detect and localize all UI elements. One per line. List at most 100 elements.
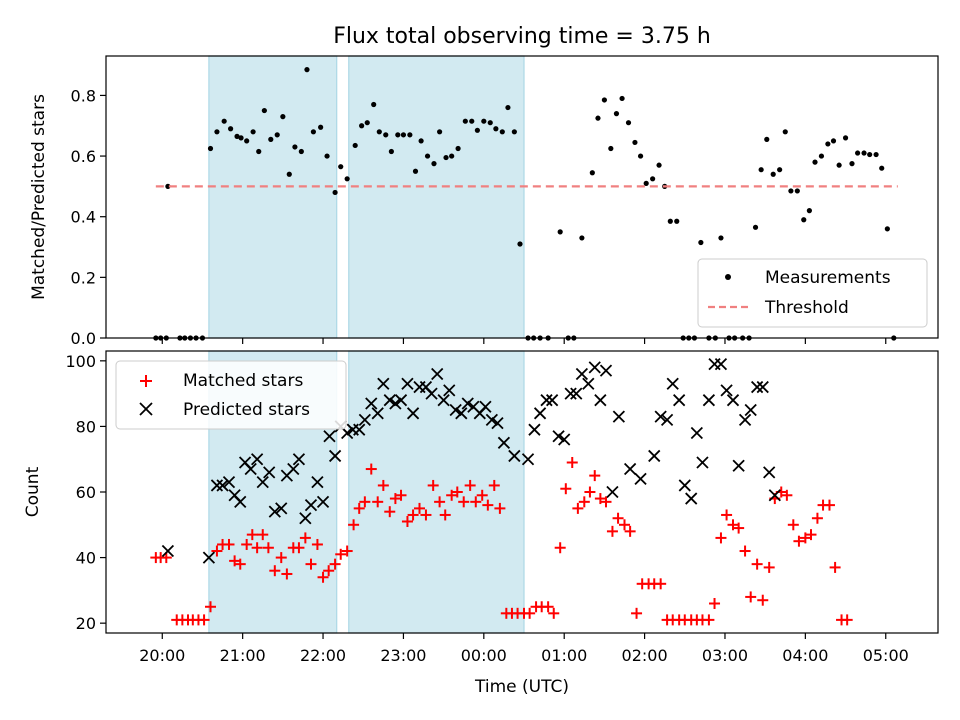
predicted-stars-point (449, 403, 462, 417)
matched-stars-point (384, 506, 396, 518)
predicted-stars-point (485, 413, 498, 426)
matched-stars-point (584, 486, 596, 498)
measurement-point (608, 145, 614, 152)
measurement-point (238, 135, 244, 141)
top-panel-x-ticks (161, 338, 887, 344)
matched-stars-point (715, 532, 727, 544)
predicted-stars-point (732, 459, 745, 472)
measurement-point (579, 235, 585, 241)
predicted-stars-point (431, 367, 444, 381)
measurement-point (619, 95, 625, 102)
predicted-stars-point (383, 394, 396, 407)
measurement-point (359, 123, 365, 129)
predicted-stars-point (558, 433, 571, 446)
matched-stars-point (727, 519, 739, 531)
matched-stars-point (377, 479, 389, 491)
predicted-stars-point (673, 394, 686, 407)
predicted-stars-point (521, 453, 535, 466)
matched-stars-point (709, 597, 721, 609)
predicted-stars-point (491, 417, 504, 430)
predicted-stars-point (455, 407, 468, 420)
measurement-point (227, 126, 234, 132)
matched-stars-point (401, 516, 413, 528)
matched-stars-point (799, 532, 811, 544)
legend-marker-matched-stars (140, 375, 152, 387)
matched-stars-point (751, 558, 763, 570)
matched-stars-point (372, 496, 384, 508)
measurement-point (221, 118, 227, 124)
predicted-stars-point (726, 394, 740, 407)
predicted-stars-point (222, 476, 236, 489)
matched-stars-point (451, 486, 463, 498)
shaded-interval (348, 55, 525, 339)
top-panel-ylabel: Matched/Predicted stars (29, 94, 49, 300)
measurement-point (493, 126, 499, 132)
bottom-panel-marks (150, 357, 853, 626)
matched-stars-point (246, 529, 258, 541)
predicted-stars-point (406, 407, 420, 420)
measurement-point (825, 141, 831, 147)
measurement-point (318, 124, 324, 130)
predicted-stars-point (696, 456, 709, 469)
measurement-point (656, 162, 662, 168)
matched-stars-point (341, 545, 353, 557)
measurement-point (806, 208, 812, 214)
matched-stars-point (600, 496, 612, 508)
measurement-point (280, 114, 286, 120)
predicted-stars-point (690, 426, 703, 440)
measurement-point (801, 217, 807, 223)
measurement-point (758, 167, 764, 173)
measurement-point (244, 138, 250, 144)
measurement-point (842, 135, 849, 141)
measurement-point (499, 129, 505, 135)
predicted-stars-point (216, 479, 229, 492)
measurement-point (879, 165, 885, 171)
predicted-stars-point (443, 384, 456, 397)
measurement-point (250, 129, 256, 135)
predicted-stars-point (546, 394, 559, 407)
bottom-panel-legend: Matched stars Predicted stars (115, 360, 347, 430)
measurement-point (698, 239, 704, 246)
x-tick-label: 01:00 (541, 646, 587, 665)
bottom-panel-y-ticks: 20 40 60 80 100 (65, 352, 106, 633)
predicted-stars-point (244, 462, 257, 476)
figure-title: Flux total observing time = 3.75 h (333, 24, 711, 49)
measurement-point (613, 111, 620, 117)
measurement-point (371, 101, 377, 108)
predicted-stars-point (763, 466, 776, 479)
measurement-point (469, 118, 475, 124)
matched-stars-point (395, 489, 407, 501)
y-tick-label: 0.2 (71, 268, 96, 287)
y-tick-label: 40 (76, 549, 96, 568)
matched-stars-point (703, 614, 715, 626)
x-tick-label: 04:00 (782, 646, 828, 665)
predicted-stars-point (564, 387, 577, 400)
measurement-point (304, 67, 310, 73)
measurement-point (481, 118, 487, 124)
measurement-point (788, 188, 794, 194)
measurement-point (418, 138, 424, 144)
matched-stars-point (470, 496, 482, 508)
measurement-point (812, 159, 818, 165)
measurement-point (261, 107, 267, 114)
matched-stars-point (420, 509, 432, 521)
legend-marker-predicted-stars (139, 402, 153, 416)
matched-stars-point (482, 499, 494, 511)
matched-stars-point (572, 502, 584, 514)
matched-stars-point (275, 552, 287, 564)
predicted-stars-point (612, 410, 626, 423)
measurement-point (601, 97, 607, 103)
predicted-stars-point (328, 449, 342, 463)
measurement-point (674, 218, 680, 224)
matched-stars-point (739, 545, 751, 557)
measurement-point (595, 115, 601, 121)
measurement-point (782, 129, 788, 135)
measurement-point (849, 161, 855, 167)
predicted-stars-point (437, 394, 450, 407)
measurement-point (836, 162, 842, 168)
matched-stars-point (464, 479, 476, 491)
predicted-stars-point (371, 407, 384, 420)
matched-stars-point (811, 512, 823, 524)
measurement-point (449, 153, 455, 159)
predicted-stars-point (394, 394, 408, 407)
